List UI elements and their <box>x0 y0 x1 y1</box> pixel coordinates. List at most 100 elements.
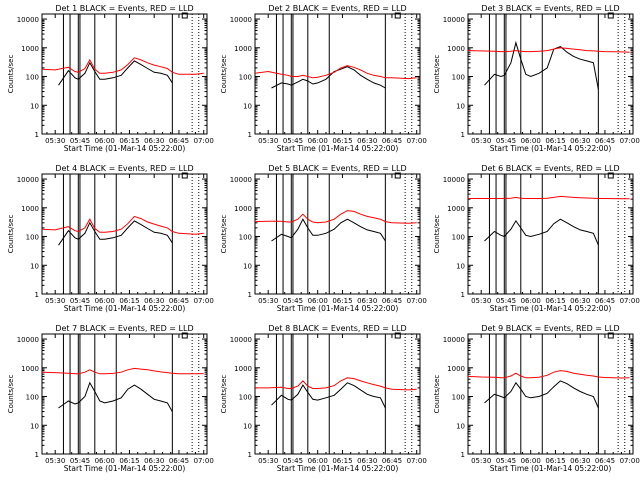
y-axis-label: Counts/sec <box>7 215 15 254</box>
lld-series-line <box>467 370 630 379</box>
x-tick-label: 07:00 <box>620 297 640 305</box>
x-tick-label: 06:45 <box>169 457 189 465</box>
lld-series-line <box>41 215 204 235</box>
plot-frame <box>254 13 421 135</box>
plot-frame <box>467 173 634 295</box>
detector-panel: 1 10 100 1000 10000 05:30 05:45 06:00 06:15 06:30… <box>433 4 640 153</box>
y-tick-label: 1000 <box>234 45 252 53</box>
lld-series-line <box>467 47 630 53</box>
lld-series-line <box>254 65 417 80</box>
y-tick-label: 1 <box>35 131 39 139</box>
y-axis-label: Counts/sec <box>433 215 441 254</box>
x-tick-label: 06:00 <box>521 457 541 465</box>
y-tick-label: 10000 <box>443 176 465 184</box>
detector-panel: 1 10 100 1000 10000 05:30 05:45 06:00 06:15 06:30… <box>220 164 427 313</box>
panel-title: Det 4 BLACK = Events, RED = LLD <box>55 164 193 173</box>
detector-panel: 1 10 100 1000 10000 05:30 05:45 06:00 06:15 06:30… <box>7 4 214 153</box>
y-tick-label: 1000 <box>447 205 465 213</box>
y-tick-label: 100 <box>239 234 252 242</box>
y-tick-label: 1 <box>35 291 39 299</box>
y-tick-label: 10 <box>243 422 252 430</box>
events-series-line <box>58 381 173 412</box>
events-series-line <box>58 220 173 246</box>
y-tick-label: 1 <box>248 291 252 299</box>
x-tick-label: 06:15 <box>119 457 139 465</box>
corner-marker <box>607 12 614 19</box>
x-tick-label: 06:30 <box>357 457 377 465</box>
plot-frame <box>41 13 208 135</box>
x-tick-label: 06:30 <box>144 137 164 145</box>
x-tick-label: 07:00 <box>620 137 640 145</box>
y-tick-label: 10 <box>456 262 465 270</box>
panel-title: Det 3 BLACK = Events, RED = LLD <box>481 4 619 13</box>
panel-title: Det 9 BLACK = Events, RED = LLD <box>481 324 619 333</box>
events-series-line <box>271 382 386 409</box>
x-tick-label: 05:45 <box>70 297 90 305</box>
y-tick-label: 10 <box>30 422 39 430</box>
detector-panel: 1 10 100 1000 10000 05:30 05:45 06:00 06:15 06:30… <box>7 164 214 313</box>
y-tick-label: 10000 <box>17 176 39 184</box>
x-tick-label: 07:00 <box>407 297 427 305</box>
detector-panel: 1 10 100 1000 10000 05:30 05:45 06:00 06:15 06:30… <box>433 164 640 313</box>
y-tick-label: 1 <box>248 451 252 459</box>
y-tick-label: 100 <box>26 74 39 82</box>
y-tick-label: 10 <box>30 262 39 270</box>
x-tick-label: 07:00 <box>407 137 427 145</box>
y-axis-label: Counts/sec <box>220 375 228 414</box>
corner-marker <box>394 12 401 19</box>
y-tick-label: 100 <box>26 234 39 242</box>
x-tick-label: 05:30 <box>471 297 491 305</box>
y-tick-label: 10 <box>456 422 465 430</box>
x-tick-label: 06:45 <box>595 297 615 305</box>
panel-title: Det 6 BLACK = Events, RED = LLD <box>481 164 619 173</box>
x-axis-label: Start Time (01-Mar-14 05:22:00) <box>277 304 399 313</box>
y-tick-label: 1 <box>461 451 465 459</box>
y-tick-label: 10000 <box>230 16 252 24</box>
panel-title: Det 7 BLACK = Events, RED = LLD <box>55 324 193 333</box>
events-series-line <box>484 40 599 90</box>
y-tick-label: 1 <box>461 291 465 299</box>
events-series-line <box>484 218 599 246</box>
x-tick-label: 06:30 <box>570 457 590 465</box>
y-tick-label: 10 <box>243 102 252 110</box>
x-tick-label: 05:45 <box>283 457 303 465</box>
x-tick-label: 05:45 <box>496 457 516 465</box>
y-tick-label: 10000 <box>230 336 252 344</box>
x-tick-label: 07:00 <box>194 297 214 305</box>
y-tick-label: 10 <box>456 102 465 110</box>
x-tick-label: 07:00 <box>407 457 427 465</box>
x-tick-label: 06:30 <box>570 137 590 145</box>
lld-series-line <box>41 57 204 75</box>
corner-marker <box>181 172 188 179</box>
x-axis-label: Start Time (01-Mar-14 05:22:00) <box>64 144 186 153</box>
events-series-line <box>484 380 599 409</box>
x-tick-label: 06:15 <box>545 297 565 305</box>
panel-title: Det 1 BLACK = Events, RED = LLD <box>55 4 193 13</box>
detector-panel: 1 10 100 1000 10000 05:30 05:45 06:00 06:15 06:30… <box>220 324 427 473</box>
corner-marker <box>181 12 188 19</box>
lld-series-line <box>41 367 204 375</box>
y-tick-label: 1000 <box>21 205 39 213</box>
x-tick-label: 06:45 <box>382 137 402 145</box>
y-tick-label: 1000 <box>447 45 465 53</box>
events-series-line <box>271 66 386 89</box>
x-tick-label: 06:30 <box>144 297 164 305</box>
x-tick-label: 05:45 <box>496 137 516 145</box>
x-axis-label: Start Time (01-Mar-14 05:22:00) <box>490 464 612 473</box>
y-tick-label: 100 <box>239 74 252 82</box>
x-tick-label: 07:00 <box>194 137 214 145</box>
x-tick-label: 06:00 <box>521 137 541 145</box>
y-tick-label: 100 <box>26 394 39 402</box>
y-tick-label: 100 <box>452 394 465 402</box>
y-tick-label: 1000 <box>21 45 39 53</box>
detector-panel: 1 10 100 1000 10000 05:30 05:45 06:00 06:15 06:30… <box>220 4 427 153</box>
y-axis-label: Counts/sec <box>7 375 15 414</box>
panel-title: Det 5 BLACK = Events, RED = LLD <box>268 164 406 173</box>
x-tick-label: 06:00 <box>308 137 328 145</box>
x-tick-label: 06:15 <box>332 457 352 465</box>
y-tick-label: 100 <box>452 234 465 242</box>
x-tick-label: 06:45 <box>382 297 402 305</box>
lld-series-line <box>254 210 417 224</box>
